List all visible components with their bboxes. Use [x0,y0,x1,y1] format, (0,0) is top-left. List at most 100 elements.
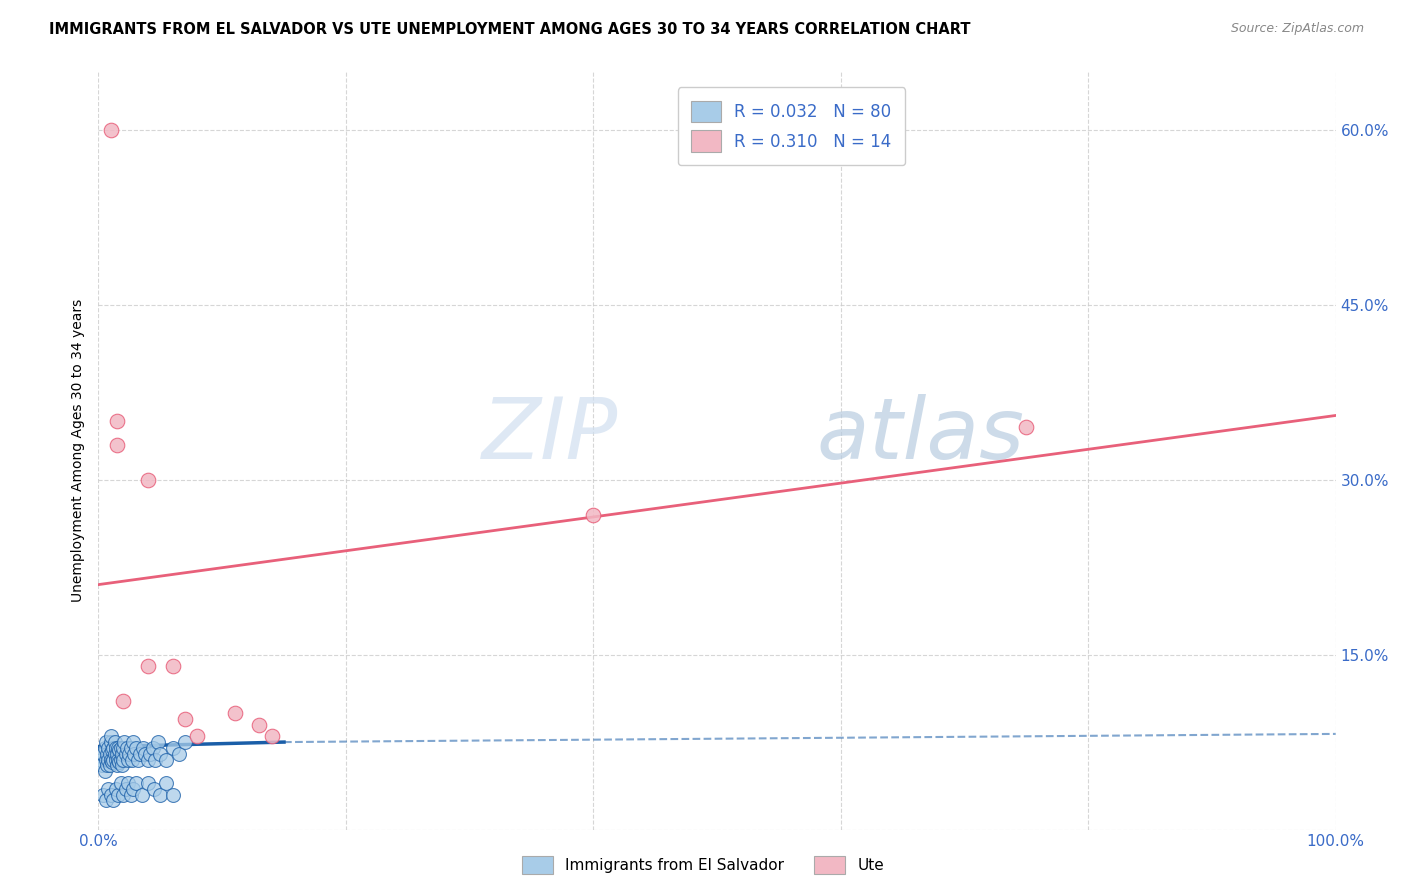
Point [100,788,122,802]
Point [104,740,127,755]
Point [93,740,115,755]
Point [94,735,117,749]
Point [260,729,283,743]
Point [91,758,114,772]
Point [93,747,115,761]
Point [90,753,112,767]
Point [247,717,270,731]
Point [129,747,152,761]
Point [103,740,125,755]
Point [127,753,149,767]
Point [103,747,125,761]
Point [124,740,146,755]
Point [96,758,118,772]
Point [174,712,197,726]
Point [111,747,134,761]
Point [105,747,128,761]
Text: atlas: atlas [815,393,1024,477]
Point [98,747,121,761]
Point [136,659,159,673]
Point [107,788,129,802]
Point [115,740,138,755]
Point [100,753,122,767]
Legend: Immigrants from El Salvador, Ute: Immigrants from El Salvador, Ute [516,850,890,880]
Point [94,793,117,807]
Point [124,776,146,790]
Point [103,735,125,749]
Point [107,753,129,767]
Point [98,758,121,772]
Y-axis label: Unemployment Among Ages 30 to 34 years: Unemployment Among Ages 30 to 34 years [72,299,86,602]
Point [114,747,136,761]
Point [117,753,139,767]
Point [112,753,135,767]
Point [93,764,115,779]
Point [110,740,132,755]
Point [101,743,124,757]
Point [108,743,131,757]
Point [146,735,169,749]
Point [112,735,135,749]
Point [224,706,246,720]
Point [162,740,184,755]
Point [108,755,131,769]
Point [155,776,177,790]
Point [143,781,166,796]
Point [582,508,605,522]
Point [97,753,120,767]
Point [112,740,135,755]
Point [100,122,122,136]
Point [104,753,127,767]
Point [132,740,155,755]
Point [93,788,115,802]
Text: Source: ZipAtlas.com: Source: ZipAtlas.com [1230,22,1364,36]
Text: IMMIGRANTS FROM EL SALVADOR VS UTE UNEMPLOYMENT AMONG AGES 30 TO 34 YEARS CORREL: IMMIGRANTS FROM EL SALVADOR VS UTE UNEMP… [49,22,970,37]
Point [105,437,128,451]
Point [117,776,139,790]
Point [114,781,136,796]
Point [101,755,124,769]
Point [103,793,125,807]
Point [136,776,159,790]
Point [120,788,142,802]
Point [136,473,159,487]
Point [104,781,127,796]
Point [100,735,122,749]
Legend: R = 0.032   N = 80, R = 0.310   N = 14: R = 0.032 N = 80, R = 0.310 N = 14 [678,87,905,165]
Point [149,747,172,761]
Point [110,753,132,767]
Point [112,694,135,708]
Point [94,753,117,767]
Point [96,747,118,761]
Point [121,753,143,767]
Point [149,788,172,802]
Point [124,747,146,761]
Point [162,659,184,673]
Text: ZIP: ZIP [482,393,619,477]
Point [162,788,184,802]
Point [122,781,145,796]
Point [139,747,162,761]
Point [97,740,120,755]
Point [155,753,177,767]
Point [136,753,159,767]
Point [105,758,128,772]
Point [97,781,120,796]
Point [143,753,166,767]
Point [1015,420,1038,434]
Point [134,747,156,761]
Point [142,740,165,755]
Point [186,729,208,743]
Point [122,735,145,749]
Point [105,414,128,428]
Point [100,729,122,743]
Point [120,740,142,755]
Point [118,747,141,761]
Point [174,735,197,749]
Point [131,788,153,802]
Point [107,740,129,755]
Point [167,747,190,761]
Point [112,788,135,802]
Point [103,753,125,767]
Point [110,776,132,790]
